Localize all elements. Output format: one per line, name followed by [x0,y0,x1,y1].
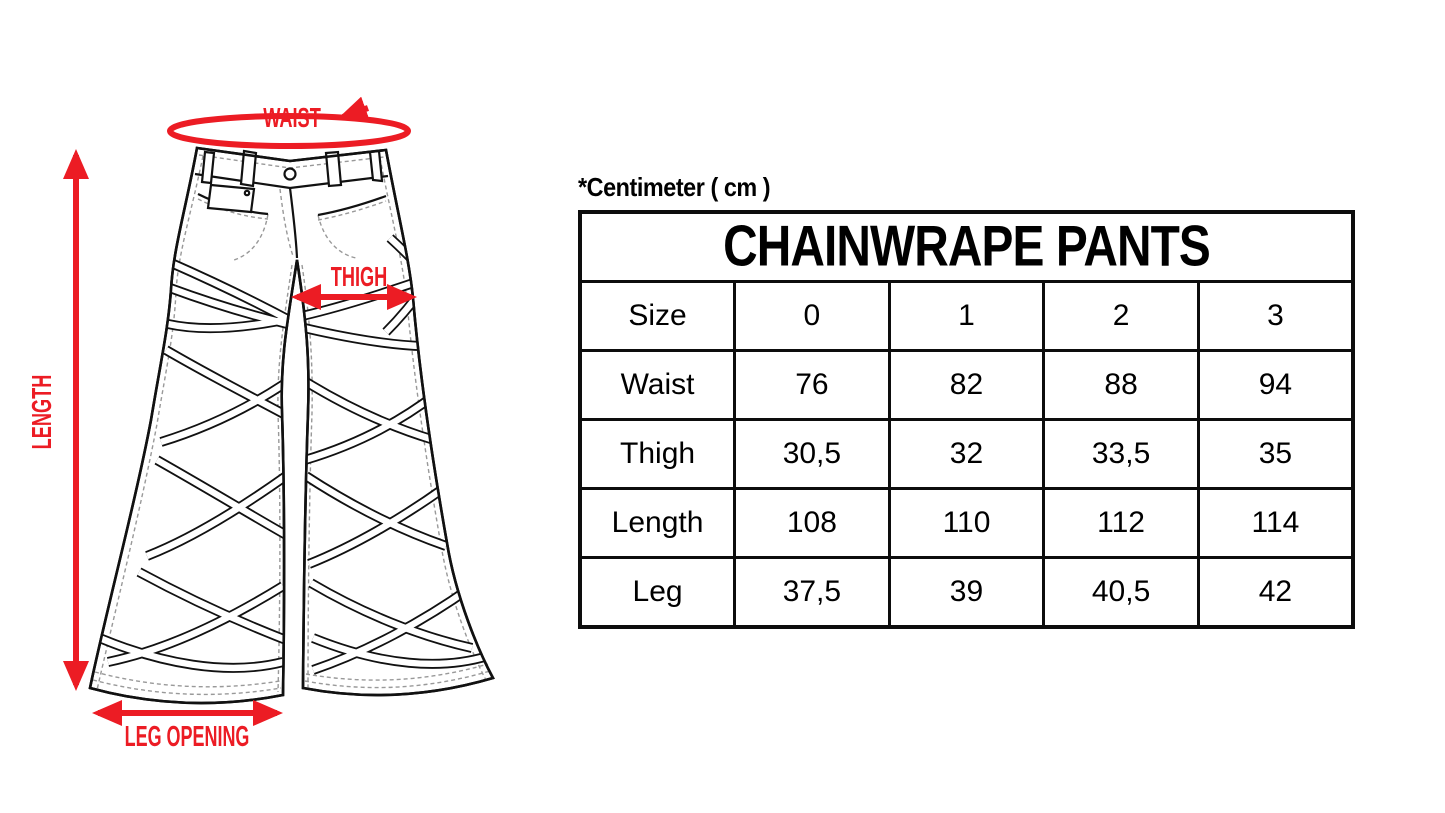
waist-value-2: 88 [1042,349,1200,421]
waist-row: Waist 76 82 88 94 [578,349,1355,421]
waist-value-0: 76 [733,349,891,421]
pants-technical-drawing [88,146,495,705]
leg-value-3: 42 [1196,556,1355,629]
size-1: 1 [887,280,1046,352]
waist-arrowhead [337,96,370,122]
leg-value-1: 39 [887,556,1046,629]
size-table: CHAINWRAPE PANTS Size 0 1 2 3 Waist 76 8… [578,210,1355,629]
thigh-value-2: 33,5 [1042,418,1200,490]
waist-value-1: 82 [887,349,1046,421]
length-row: Length 108 110 112 114 [578,487,1355,559]
length-row-label: Length [578,487,737,559]
length-value-2: 112 [1042,487,1200,559]
table-title: CHAINWRAPE PANTS [723,215,1211,279]
size-header-row: Size 0 1 2 3 [578,280,1355,352]
size-3: 3 [1196,280,1355,352]
thigh-label: THIGH [331,262,388,293]
table-title-cell: CHAINWRAPE PANTS [578,210,1355,283]
wrap-straps [93,234,490,675]
pants-outline [88,146,495,705]
size-chart-block: *Centimeter ( cm ) CHAINWRAPE PANTS Size… [578,172,1357,629]
waist-label: WAIST [263,103,321,134]
unit-note: *Centimeter ( cm ) [578,172,771,202]
size-2: 2 [1042,280,1200,352]
thigh-row-label: Thigh [578,418,737,490]
patch-pocket [206,183,256,214]
thigh-row: Thigh 30,5 32 33,5 35 [578,418,1355,490]
waist-value-3: 94 [1196,349,1355,421]
length-value-3: 114 [1196,487,1355,559]
leg-value-2: 40,5 [1042,556,1200,629]
leg-row: Leg 37,5 39 40,5 42 [578,556,1355,629]
measurement-annotations: LENGTH WAIST THIGH LEG OPENING [27,96,417,753]
waist-row-label: Waist [578,349,737,421]
leg-value-0: 37,5 [733,556,891,629]
length-value-1: 110 [887,487,1046,559]
leg-row-label: Leg [578,556,737,629]
size-row-label: Size [578,280,737,352]
pants-measurement-diagram: LENGTH WAIST THIGH LEG OPENING [27,96,495,753]
thigh-value-0: 30,5 [733,418,891,490]
length-label: LENGTH [27,375,58,450]
thigh-value-1: 32 [887,418,1046,490]
thigh-value-3: 35 [1196,418,1355,490]
table-title-row: CHAINWRAPE PANTS [578,210,1355,283]
size-0: 0 [733,280,891,352]
waist-arrow [167,113,411,149]
leg-opening-label: LEG OPENING [125,721,250,753]
waist-button [283,167,297,181]
length-value-0: 108 [733,487,891,559]
